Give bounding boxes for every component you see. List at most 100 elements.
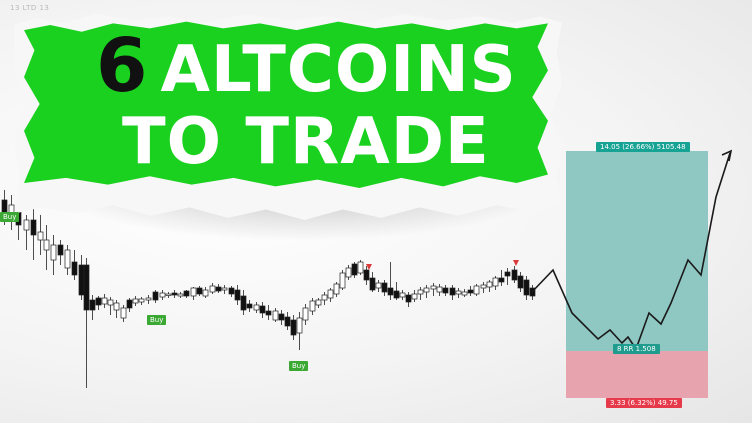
candle-body (132, 298, 139, 304)
buy-signal-label: Buy (289, 361, 309, 371)
candle-body (126, 299, 133, 309)
candle-body (138, 298, 145, 303)
candle-body (504, 271, 511, 277)
candle-body (369, 277, 376, 291)
position-box (566, 151, 708, 398)
candle-body (23, 219, 30, 231)
candle-body (517, 275, 524, 289)
candle-body (442, 287, 449, 294)
candle-body (183, 290, 190, 297)
candle-body (449, 287, 456, 296)
target-zone (566, 151, 708, 351)
candle-body (152, 291, 159, 301)
target-label: 14.05 (26.66%) 5105.48 (596, 142, 690, 152)
candle-body (202, 289, 209, 297)
candle-body (43, 239, 50, 251)
candle-body (221, 287, 228, 291)
headline-line2: TO TRADE (122, 105, 490, 179)
candle-body (492, 277, 499, 287)
candle-body (315, 299, 322, 306)
candles-group (1, 190, 536, 388)
candle-body (228, 287, 235, 295)
candle-body (278, 313, 285, 321)
headline-word: ALTCOINS (160, 33, 517, 107)
candle-body (309, 300, 316, 312)
candle-body (101, 297, 108, 305)
candle-body (498, 277, 505, 283)
candle-body (37, 231, 44, 241)
candle-body (234, 289, 241, 301)
candle-body (113, 302, 120, 311)
candle-body (78, 264, 85, 296)
candle-body (89, 299, 96, 311)
candle-body (196, 287, 203, 295)
candle-body (209, 285, 216, 293)
candle-body (71, 261, 78, 276)
projection-arrowhead (721, 149, 733, 162)
candle-body (511, 269, 518, 281)
candle-body (405, 294, 412, 303)
candle-body (272, 310, 279, 321)
candle-body (417, 289, 424, 295)
candle-body (50, 244, 57, 261)
candle-body (83, 264, 90, 311)
candle-body (284, 316, 291, 327)
candle-body (107, 299, 114, 306)
candle-body (120, 307, 127, 319)
chart-header-label: 13 LTD 13 (10, 4, 50, 12)
headline-banner (24, 21, 548, 188)
headline: 6 ALTCOINS TO TRADE (96, 29, 536, 179)
candle-body (296, 317, 303, 334)
sell-marker (513, 260, 519, 266)
candle-body (253, 304, 260, 311)
candle-body (423, 287, 430, 293)
candle-body (333, 283, 340, 295)
candle-body (327, 289, 334, 299)
candle-body (357, 261, 364, 274)
candle-body (246, 303, 253, 309)
candle-body (486, 281, 493, 288)
candle-body (399, 292, 406, 298)
candle-body (290, 319, 297, 336)
candle-body (159, 292, 166, 298)
candle-body (480, 284, 487, 289)
candle-body (430, 285, 437, 290)
buy-signal-label: Buy (147, 315, 167, 325)
candle-body (64, 249, 71, 269)
candle-body (523, 279, 530, 296)
candle-body (339, 272, 346, 289)
candle-body (165, 293, 172, 296)
candle-body (381, 282, 388, 293)
candle-body (461, 291, 468, 296)
candle-body (375, 282, 382, 289)
entry-label: 8 RR 1.508 (613, 344, 660, 354)
candle-body (321, 294, 328, 301)
headline-number: 6 (96, 23, 149, 109)
candle-body (467, 289, 474, 294)
candle-body (95, 297, 102, 306)
stop-label: 3.33 (6.32%) 49.75 (606, 398, 682, 408)
candle-body (177, 293, 184, 297)
candle-body (57, 244, 64, 256)
candle-body (345, 267, 352, 278)
candle-body (387, 287, 394, 296)
candle-body (455, 290, 462, 295)
candle-body (171, 292, 178, 296)
candle-body (265, 310, 272, 316)
candle-body (215, 286, 222, 292)
candle-body (190, 287, 197, 297)
candle-body (436, 286, 443, 293)
candle-body (302, 307, 309, 321)
stop-zone (566, 351, 708, 398)
candle-body (363, 269, 370, 281)
buy-signal-label: Buy (0, 212, 20, 222)
candle-body (30, 219, 37, 236)
candle-body (473, 285, 480, 295)
sell-marker (366, 264, 372, 270)
candle-body (411, 293, 418, 300)
candle-body (145, 297, 152, 301)
candle-body (351, 263, 358, 276)
candle-body (240, 295, 247, 311)
candle-body (393, 290, 400, 299)
